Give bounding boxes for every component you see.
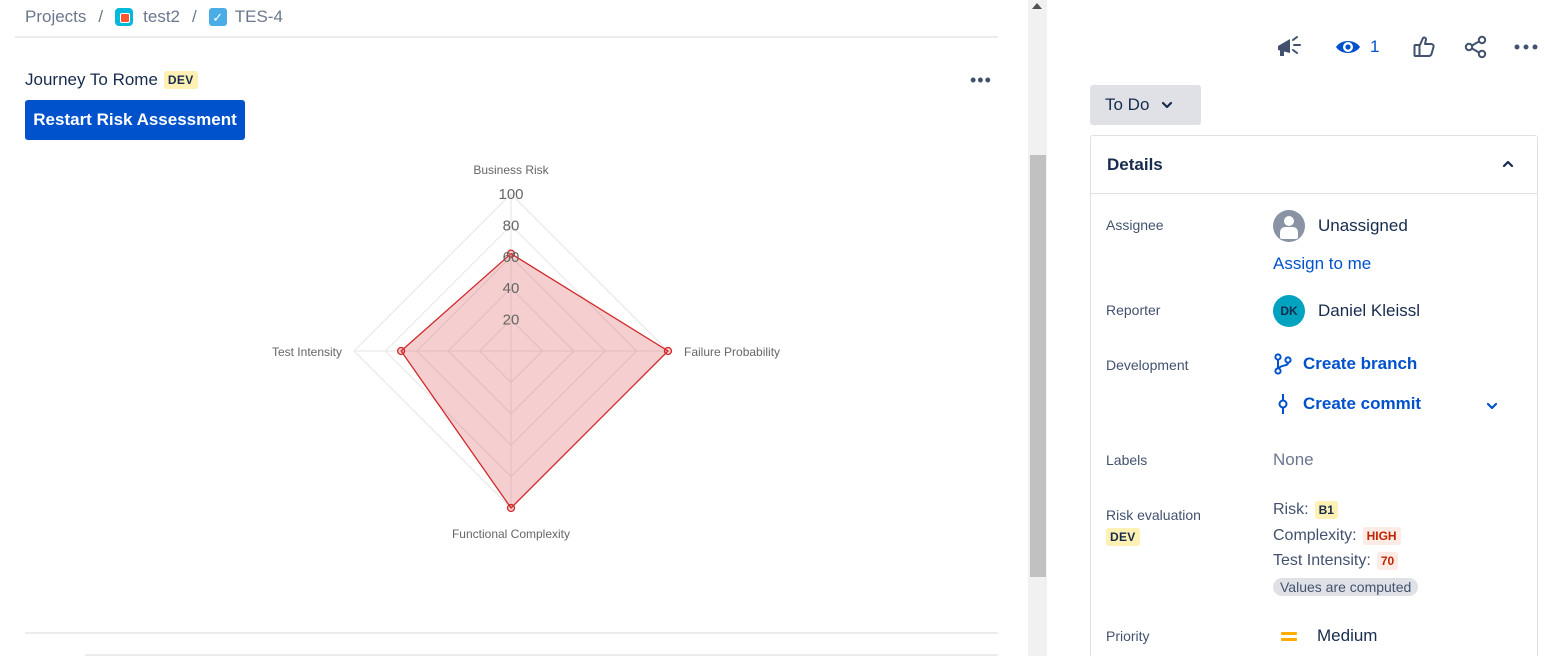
create-branch-link[interactable]: Create branch bbox=[1273, 353, 1417, 375]
risk-label: Risk: bbox=[1273, 501, 1309, 518]
scrollbar-thumb[interactable] bbox=[1030, 155, 1046, 577]
reporter-label: Reporter bbox=[1106, 302, 1161, 318]
task-checkbox-icon: ✓ bbox=[208, 8, 227, 26]
radar-tick-label: 20 bbox=[503, 312, 520, 329]
labels-value[interactable]: None bbox=[1273, 450, 1314, 469]
test-intensity-row: Test Intensity: 70 bbox=[1273, 552, 1399, 570]
reporter-field[interactable]: DK Daniel Kleissl bbox=[1273, 295, 1420, 327]
details-title: Details bbox=[1107, 154, 1163, 174]
project-avatar-icon bbox=[115, 8, 134, 26]
vote-button[interactable] bbox=[1412, 34, 1436, 60]
assignee-value: Unassigned bbox=[1318, 216, 1408, 235]
share-button[interactable] bbox=[1463, 34, 1489, 60]
panel-title: Journey To Rome DEV bbox=[25, 70, 198, 90]
details-header[interactable]: Details bbox=[1091, 136, 1537, 194]
breadcrumb-issue[interactable]: ✓ TES-4 bbox=[208, 7, 283, 27]
create-branch-label: Create branch bbox=[1303, 354, 1418, 373]
risk-radar-chart: 20 40 60 80 100 Business Risk Failure Probabil… bbox=[272, 163, 780, 541]
share-icon bbox=[1464, 35, 1487, 59]
more-horizontal-icon bbox=[1514, 44, 1538, 50]
reporter-value: Daniel Kleissl bbox=[1318, 301, 1421, 320]
complexity-row: Complexity: HIGH bbox=[1273, 527, 1401, 545]
divider bbox=[15, 36, 998, 38]
values-computed-lozenge: Values are computed bbox=[1273, 578, 1419, 596]
assignee-label: Assignee bbox=[1106, 217, 1164, 233]
radar-tick-label: 80 bbox=[503, 217, 520, 234]
thumbs-up-icon bbox=[1413, 36, 1435, 57]
scroll-up-arrow-icon[interactable] bbox=[1032, 3, 1042, 9]
radar-axis-label: Business Risk bbox=[473, 163, 549, 177]
priority-medium-icon bbox=[1281, 630, 1297, 642]
divider bbox=[85, 654, 998, 656]
breadcrumb-separator: / bbox=[192, 7, 197, 26]
complexity-label: Complexity: bbox=[1273, 527, 1357, 544]
radar-axis-label: Failure Probability bbox=[684, 345, 780, 359]
priority-field[interactable]: Medium bbox=[1273, 626, 1377, 646]
divider bbox=[25, 632, 998, 634]
panel-more-button[interactable]: ••• bbox=[970, 70, 992, 90]
breadcrumb-project[interactable]: test2 bbox=[115, 7, 180, 27]
dev-badge: DEV bbox=[1106, 528, 1140, 546]
radar-data-point bbox=[396, 346, 406, 356]
unassigned-avatar-icon bbox=[1273, 210, 1305, 242]
risk-evaluation-badge-wrap: DEV bbox=[1106, 528, 1140, 546]
watch-button[interactable]: 1 bbox=[1334, 34, 1379, 60]
create-commit-link[interactable]: Create commit bbox=[1273, 393, 1421, 415]
restart-risk-assessment-button[interactable]: Restart Risk Assessment bbox=[25, 100, 245, 140]
megaphone-icon bbox=[1278, 36, 1301, 56]
radar-axis-label: Test Intensity bbox=[272, 345, 342, 359]
radar-data-point bbox=[663, 346, 673, 356]
assign-to-me-link[interactable]: Assign to me bbox=[1273, 254, 1372, 273]
chevron-down-icon bbox=[1162, 101, 1173, 109]
priority-label: Priority bbox=[1106, 628, 1150, 644]
more-actions-button[interactable] bbox=[1512, 34, 1540, 60]
chevron-down-icon[interactable] bbox=[1485, 400, 1499, 412]
commit-icon bbox=[1278, 394, 1288, 414]
breadcrumb: Projects / test2 / ✓ TES-4 bbox=[25, 6, 283, 28]
risk-row: Risk: B1 bbox=[1273, 501, 1338, 519]
radar-data-point bbox=[506, 249, 516, 258]
breadcrumb-project-label: test2 bbox=[143, 7, 181, 26]
panel-title-text: Journey To Rome bbox=[25, 70, 158, 89]
details-panel: Details bbox=[1090, 135, 1538, 656]
radar-series-area bbox=[400, 252, 670, 510]
radar-data-point bbox=[506, 503, 516, 513]
branch-icon bbox=[1274, 353, 1292, 375]
feedback-button[interactable] bbox=[1275, 34, 1303, 60]
chevron-up-icon[interactable] bbox=[1501, 158, 1515, 170]
breadcrumb-issue-label: TES-4 bbox=[234, 7, 283, 26]
radar-axis-label: Functional Complexity bbox=[452, 527, 570, 541]
complexity-value-badge: HIGH bbox=[1362, 527, 1401, 545]
breadcrumb-separator: / bbox=[98, 7, 104, 26]
development-label: Development bbox=[1106, 357, 1189, 373]
radar-tick-label: 40 bbox=[503, 280, 520, 297]
test-intensity-value-badge: 70 bbox=[1376, 552, 1399, 570]
priority-value: Medium bbox=[1317, 626, 1378, 645]
reporter-avatar: DK bbox=[1273, 295, 1305, 327]
assignee-field[interactable]: Unassigned bbox=[1273, 210, 1408, 242]
radar-tick-label: 100 bbox=[498, 186, 523, 203]
watcher-count: 1 bbox=[1370, 37, 1380, 56]
dev-badge: DEV bbox=[163, 71, 198, 89]
labels-label: Labels bbox=[1106, 452, 1148, 468]
breadcrumb-projects[interactable]: Projects bbox=[25, 7, 87, 26]
create-commit-label: Create commit bbox=[1303, 394, 1422, 413]
status-dropdown[interactable]: To Do bbox=[1090, 85, 1201, 125]
eye-icon bbox=[1336, 41, 1360, 53]
test-intensity-label: Test Intensity: bbox=[1273, 552, 1371, 569]
risk-evaluation-label: Risk evaluation bbox=[1106, 507, 1201, 523]
radar-tick-label: 60 bbox=[503, 249, 520, 266]
risk-value-badge: B1 bbox=[1314, 501, 1338, 519]
status-label: To Do bbox=[1105, 95, 1150, 114]
